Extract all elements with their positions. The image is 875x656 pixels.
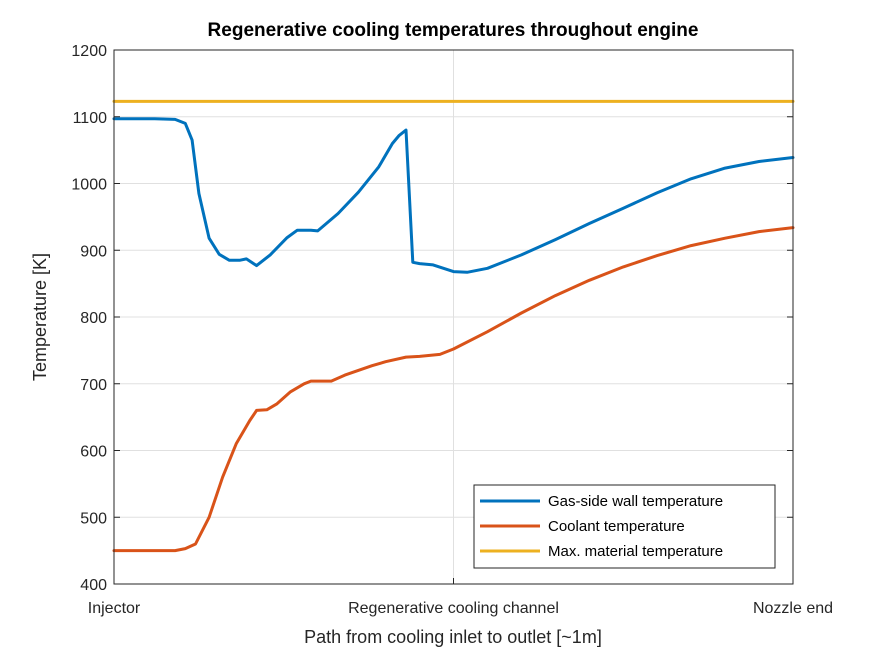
chart-title: Regenerative cooling temperatures throug…	[208, 20, 699, 41]
y-tick-label: 1200	[71, 43, 107, 60]
y-axis-label: Temperature [K]	[30, 253, 50, 381]
x-tick-label: Nozzle end	[753, 600, 833, 617]
legend-label-0: Gas-side wall temperature	[548, 493, 723, 510]
y-tick-label: 1000	[71, 177, 107, 194]
legend-label-1: Coolant temperature	[548, 518, 685, 535]
y-tick-label: 700	[80, 377, 107, 394]
legend: Gas-side wall temperature Coolant tempera…	[473, 484, 776, 569]
y-tick-label: 400	[80, 577, 107, 594]
series-line-0	[112, 117, 795, 274]
x-axis-label: Path from cooling inlet to outlet [~1m]	[304, 627, 602, 647]
series-line-1	[112, 226, 795, 553]
y-tick-label: 900	[80, 243, 107, 260]
legend-label-2: Max. material temperature	[548, 543, 723, 560]
y-tick-label: 1100	[73, 110, 108, 127]
y-tick-label: 500	[80, 510, 107, 527]
grid-lines	[114, 50, 794, 584]
y-tick-label: 600	[80, 444, 107, 461]
y-tick-label: 800	[80, 310, 107, 327]
x-tick-label: Regenerative cooling channel	[348, 600, 559, 617]
x-tick-label: Injector	[88, 600, 141, 617]
axis-ticks: 400 500 600 700 800 900 1000 1100 1200 Injector Re…	[71, 43, 833, 617]
series-lines	[112, 99, 795, 553]
